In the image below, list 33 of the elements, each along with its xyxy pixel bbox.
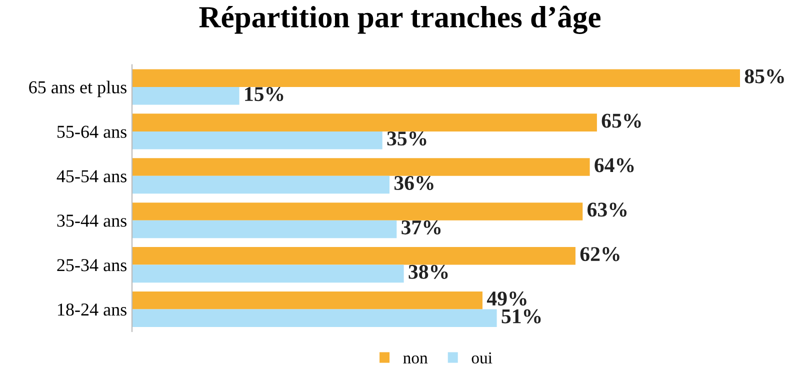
y-tick-label: 18-24 ans (58, 304, 126, 316)
bar (132, 202, 583, 220)
chart-title: Répartition par tranches d’âge (199, 6, 600, 34)
y-tick-label: 55-64 ans (57, 126, 126, 138)
data-label: 49% (486, 292, 526, 306)
bar (132, 114, 597, 132)
data-label: 85% (744, 69, 784, 84)
data-label: 36% (394, 176, 434, 190)
bar (132, 131, 382, 150)
bar (132, 247, 576, 265)
bar (132, 309, 497, 328)
data-label: 38% (408, 264, 448, 279)
bar (132, 264, 404, 283)
data-label: 35% (387, 131, 426, 146)
data-label: 64% (594, 158, 634, 172)
data-label: 63% (588, 202, 627, 217)
bar (132, 86, 240, 105)
data-label: 15% (245, 87, 284, 102)
y-tick-label: 45-54 ans (56, 170, 126, 182)
bar (132, 220, 397, 238)
y-tick-label: 35-44 ans (57, 214, 126, 227)
y-tick-label: 65 ans et plus (29, 80, 126, 98)
bar (132, 176, 390, 194)
bar (132, 291, 482, 310)
data-label: 51% (502, 309, 541, 324)
legend-label: oui (472, 352, 492, 364)
bar (132, 158, 590, 176)
bar (132, 69, 740, 87)
data-label: 62% (580, 247, 620, 262)
legend-label: non (403, 356, 428, 364)
data-label: 65% (602, 114, 641, 128)
data-label: 37% (402, 220, 441, 235)
y-tick-label: 25-34 ans (57, 259, 126, 272)
